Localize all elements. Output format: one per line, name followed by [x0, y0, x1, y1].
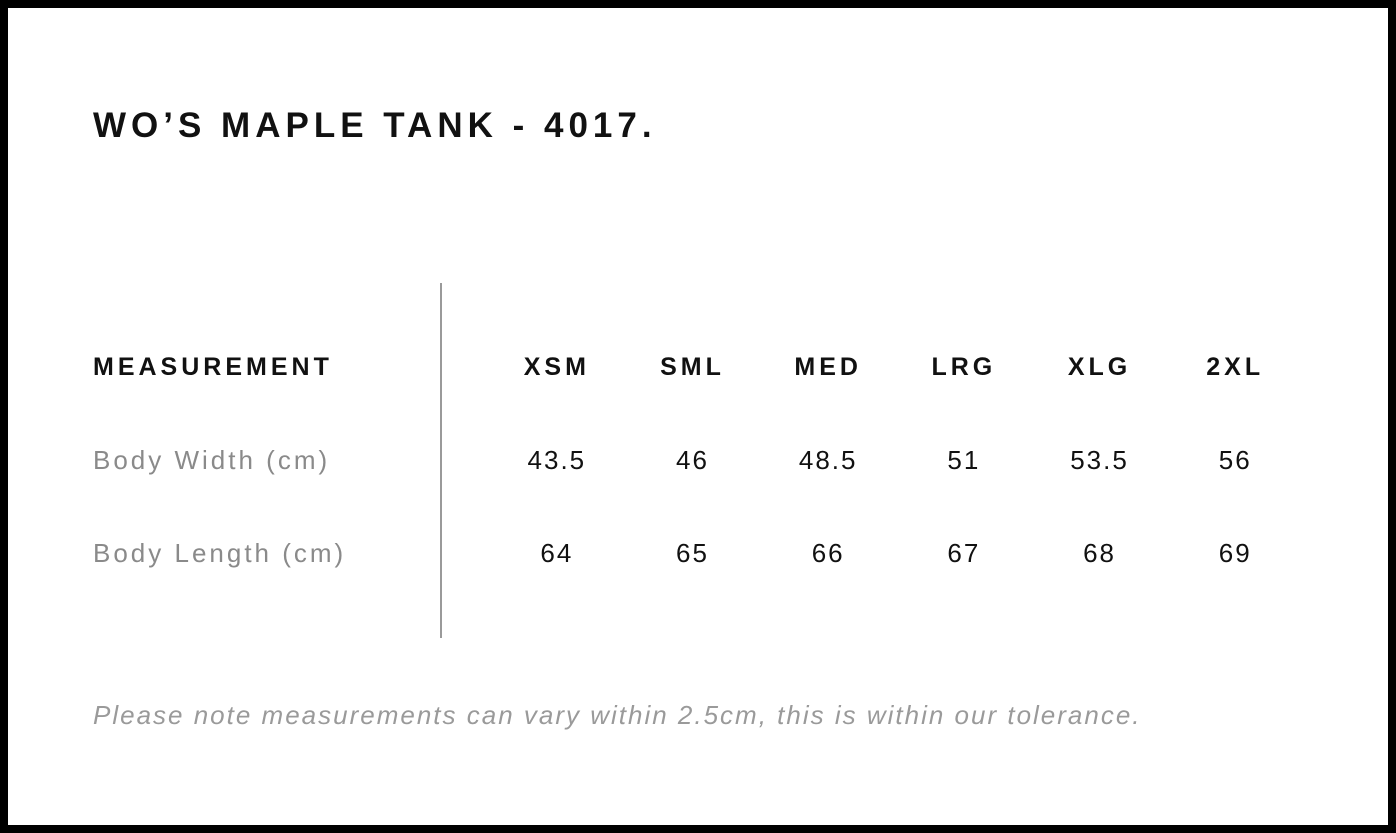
page-title: WO’S MAPLE TANK - 4017. — [93, 106, 657, 145]
table-header-row: MEASUREMENT XSM SML MED LRG XLG 2XL — [93, 321, 1303, 414]
tolerance-footnote: Please note measurements can vary within… — [93, 700, 1142, 730]
column-header-2xl: 2XL — [1206, 353, 1265, 381]
value-body-length-xsm: 64 — [540, 538, 574, 568]
value-body-length-med: 66 — [811, 538, 845, 568]
row-values-body-width: 43.5 46 48.5 51 53.5 56 — [440, 445, 1303, 476]
value-body-width-sml: 46 — [676, 445, 709, 475]
column-header-lrg: LRG — [931, 353, 997, 381]
value-body-length-2xl: 69 — [1218, 538, 1252, 568]
row-label-body-length: Body Length (cm) — [93, 538, 347, 568]
column-header-xsm: XSM — [523, 353, 590, 381]
size-header-cells: XSM SML MED LRG XLG 2XL — [440, 353, 1303, 382]
row-values-body-length: 64 65 66 67 68 69 — [440, 538, 1303, 569]
value-body-width-med: 48.5 — [798, 445, 858, 475]
value-body-width-xsm: 43.5 — [527, 445, 587, 475]
value-body-width-2xl: 56 — [1218, 445, 1252, 475]
column-header-measurement: MEASUREMENT — [93, 353, 333, 381]
table-row-body-width: Body Width (cm) 43.5 46 48.5 51 53.5 56 — [93, 414, 1303, 507]
row-label-body-width: Body Width (cm) — [93, 445, 331, 475]
value-body-width-xlg: 53.5 — [1070, 445, 1129, 475]
value-body-length-sml: 65 — [676, 538, 709, 568]
column-header-sml: SML — [660, 353, 725, 381]
column-header-med: MED — [794, 353, 862, 381]
value-body-length-xlg: 68 — [1083, 538, 1116, 568]
column-header-xlg: XLG — [1067, 353, 1132, 381]
value-body-width-lrg: 51 — [947, 445, 981, 475]
vertical-divider — [440, 283, 442, 638]
value-body-length-lrg: 67 — [947, 538, 981, 568]
size-chart-table: MEASUREMENT XSM SML MED LRG XLG 2XL Body… — [93, 283, 1303, 638]
table-row-body-length: Body Length (cm) 64 65 66 67 68 69 — [93, 507, 1303, 600]
